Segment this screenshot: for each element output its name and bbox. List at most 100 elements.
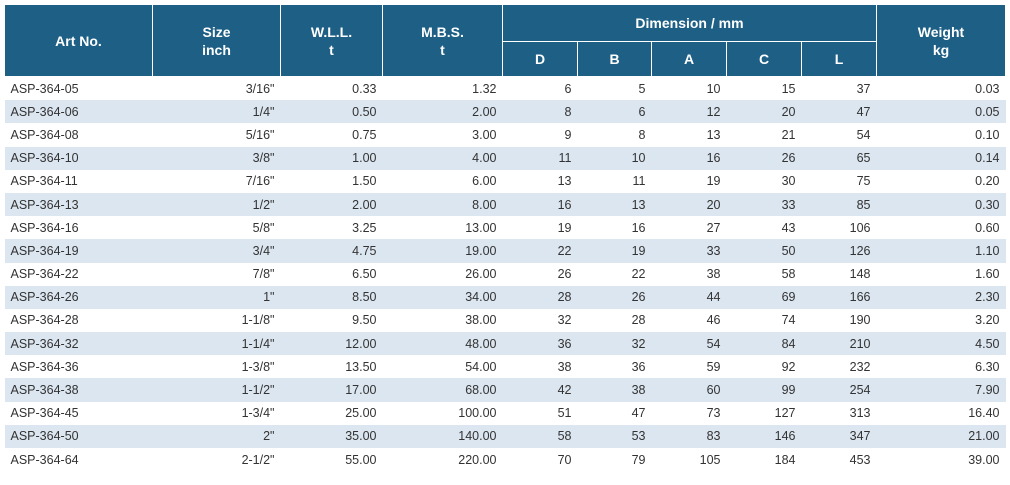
cell-wll: 6.50 [280,262,383,286]
cell-dim-b: 13 [577,192,652,217]
table-row: ASP-364-10 3/8" 1.00 4.00 11 10 16 26 65 0.14 [4,146,1006,170]
cell-weight: 0.05 [876,100,1006,124]
cell-wll: 35.00 [280,424,383,448]
header-weight: Weight kg [876,4,1006,77]
cell-dim-b: 19 [577,239,652,263]
cell-dim-d: 22 [502,239,578,263]
cell-wll: 2.00 [280,192,383,217]
cell-wll: 25.00 [280,401,383,425]
cell-dim-a: 27 [651,216,727,240]
cell-weight: 3.20 [876,308,1006,333]
cell-dim-a: 54 [651,332,727,356]
header-weight-unit: kg [932,41,950,58]
cell-dim-l: 47 [801,100,877,124]
cell-mbs: 100.00 [382,401,503,425]
cell-dim-c: 58 [726,262,802,286]
cell-dim-l: 75 [801,169,877,193]
cell-mbs: 13.00 [382,216,503,240]
cell-art-no: ASP-364-06 [4,100,153,124]
cell-dim-l: 166 [801,285,877,309]
table-row: ASP-364-45 1-3/4" 25.00 100.00 51 47 73 127 313 1… [4,401,1006,425]
cell-dim-a: 10 [651,76,727,101]
cell-dim-d: 51 [502,401,578,425]
cell-mbs: 6.00 [382,169,503,193]
table-row: ASP-364-26 1" 8.50 34.00 28 26 44 69 166 2.30 [4,285,1006,309]
cell-weight: 4.50 [876,332,1006,356]
cell-dim-c: 30 [726,169,802,193]
cell-art-no: ASP-364-32 [4,332,153,356]
cell-wll: 3.25 [280,216,383,240]
header-size-label: Size [202,23,231,40]
table-row: ASP-364-19 3/4" 4.75 19.00 22 19 33 50 126 1.10 [4,239,1006,263]
cell-dim-a: 60 [651,378,727,402]
header-dim-c: C [726,41,802,77]
cell-wll: 17.00 [280,378,383,402]
cell-dim-b: 28 [577,308,652,333]
cell-dim-b: 47 [577,401,652,425]
header-wll: W.L.L. t [280,4,383,77]
cell-dim-d: 16 [502,192,578,217]
cell-art-no: ASP-364-36 [4,355,153,379]
cell-weight: 7.90 [876,378,1006,402]
header-row-sub: D B A C L [5,41,1006,77]
cell-dim-a: 13 [651,123,727,147]
cell-size: 7/8" [152,262,281,286]
cell-dim-a: 83 [651,424,727,448]
table-row: ASP-364-38 1-1/2" 17.00 68.00 42 38 60 99 254 7.9… [4,378,1006,402]
cell-art-no: ASP-364-26 [4,285,153,309]
table-row: ASP-364-32 1-1/4" 12.00 48.00 36 32 54 84 210 4.5… [4,332,1006,356]
cell-dim-a: 16 [651,146,727,170]
cell-dim-l: 148 [801,262,877,286]
cell-dim-d: 32 [502,308,578,333]
cell-dim-l: 37 [801,76,877,101]
cell-dim-c: 127 [726,401,802,425]
cell-dim-b: 38 [577,378,652,402]
table-row: ASP-364-50 2" 35.00 140.00 58 53 83 146 347 21.00 [4,424,1006,448]
cell-art-no: ASP-364-08 [4,123,153,147]
cell-size: 1-3/4" [152,401,281,425]
cell-mbs: 2.00 [382,100,503,124]
cell-dim-l: 54 [801,123,877,147]
cell-weight: 0.30 [876,192,1006,217]
cell-weight: 6.30 [876,355,1006,379]
cell-dim-c: 43 [726,216,802,240]
table-row: ASP-364-36 1-3/8" 13.50 54.00 38 36 59 92 232 6.3… [4,355,1006,379]
cell-dim-a: 59 [651,355,727,379]
cell-art-no: ASP-364-19 [4,239,153,263]
cell-dim-a: 20 [651,192,727,217]
cell-wll: 9.50 [280,308,383,333]
header-dim-a: A [651,41,727,77]
cell-size: 3/8" [152,146,281,170]
cell-dim-c: 74 [726,308,802,333]
cell-size: 1-1/4" [152,332,281,356]
cell-art-no: ASP-364-64 [4,448,153,472]
cell-dim-c: 21 [726,123,802,147]
cell-wll: 0.75 [280,123,383,147]
cell-wll: 0.33 [280,76,383,101]
header-row-top: Art No. Size inch W.L.L. t M.B.S. t Dime… [4,4,1006,77]
cell-dim-d: 28 [502,285,578,309]
header-mbs-label: M.B.S. [421,23,464,40]
cell-dim-c: 20 [726,100,802,124]
cell-dim-a: 33 [651,239,727,263]
cell-weight: 1.60 [876,262,1006,286]
cell-mbs: 140.00 [382,424,503,448]
cell-weight: 1.10 [876,239,1006,263]
cell-mbs: 1.32 [382,76,503,101]
cell-mbs: 26.00 [382,262,503,286]
cell-weight: 0.20 [876,169,1006,193]
cell-weight: 0.10 [876,123,1006,147]
cell-size: 3/16" [152,76,281,101]
cell-wll: 1.00 [280,146,383,170]
header-mbs: M.B.S. t [382,4,503,77]
cell-size: 7/16" [152,169,281,193]
table-row: ASP-364-06 1/4" 0.50 2.00 8 6 12 20 47 0.05 [4,100,1006,124]
cell-mbs: 54.00 [382,355,503,379]
table-row: ASP-364-22 7/8" 6.50 26.00 26 22 38 58 148 1.60 [4,262,1006,286]
cell-mbs: 48.00 [382,332,503,356]
cell-dim-b: 10 [577,146,652,170]
cell-dim-c: 92 [726,355,802,379]
cell-size: 5/16" [152,123,281,147]
header-size: Size inch [152,4,281,77]
table-row: ASP-364-05 3/16" 0.33 1.32 6 5 10 15 37 0.03 [4,76,1006,101]
